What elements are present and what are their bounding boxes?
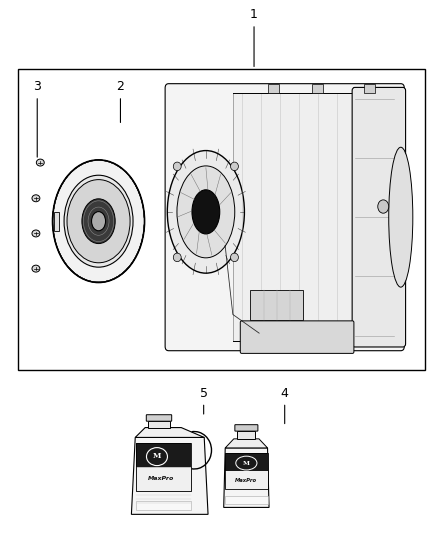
Ellipse shape: [64, 175, 133, 267]
Ellipse shape: [32, 230, 40, 237]
Polygon shape: [225, 439, 268, 448]
Bar: [54, 212, 60, 231]
Ellipse shape: [230, 253, 238, 262]
Ellipse shape: [146, 448, 167, 466]
Ellipse shape: [67, 180, 130, 263]
Text: 5: 5: [200, 387, 208, 400]
Text: MaxPro: MaxPro: [235, 478, 258, 483]
Ellipse shape: [177, 166, 235, 258]
Text: 4: 4: [281, 387, 289, 400]
Bar: [225, 496, 268, 504]
Bar: [364, 84, 375, 93]
FancyBboxPatch shape: [235, 425, 258, 431]
Bar: [225, 471, 268, 489]
Bar: [233, 93, 366, 341]
Bar: [268, 84, 279, 93]
Ellipse shape: [173, 162, 181, 171]
Ellipse shape: [236, 456, 257, 470]
Ellipse shape: [230, 162, 238, 171]
FancyBboxPatch shape: [352, 87, 406, 347]
FancyBboxPatch shape: [240, 321, 354, 353]
Ellipse shape: [32, 195, 40, 201]
Bar: [136, 443, 191, 491]
Bar: [237, 431, 255, 439]
Text: M: M: [243, 461, 250, 465]
Bar: [136, 467, 191, 491]
Text: 3: 3: [33, 80, 41, 93]
Ellipse shape: [167, 150, 244, 273]
Ellipse shape: [173, 253, 181, 262]
Ellipse shape: [378, 200, 389, 213]
Text: M: M: [153, 452, 161, 460]
Ellipse shape: [36, 159, 44, 166]
Ellipse shape: [192, 190, 220, 234]
Ellipse shape: [53, 160, 145, 282]
Text: MaxPro: MaxPro: [148, 477, 174, 481]
Bar: [18, 69, 425, 370]
Text: 1: 1: [250, 9, 258, 21]
Ellipse shape: [389, 147, 413, 287]
Ellipse shape: [82, 199, 115, 244]
Polygon shape: [224, 448, 269, 507]
Polygon shape: [131, 438, 208, 514]
Ellipse shape: [92, 212, 106, 231]
FancyBboxPatch shape: [146, 415, 172, 421]
Text: 2: 2: [117, 80, 124, 93]
Ellipse shape: [32, 265, 40, 272]
Bar: [225, 453, 268, 489]
Polygon shape: [135, 427, 204, 438]
Bar: [312, 84, 323, 93]
Bar: [136, 500, 191, 511]
Bar: [225, 453, 268, 471]
FancyBboxPatch shape: [165, 84, 404, 351]
Bar: [136, 443, 191, 467]
Bar: [251, 290, 303, 320]
Bar: [148, 421, 170, 427]
